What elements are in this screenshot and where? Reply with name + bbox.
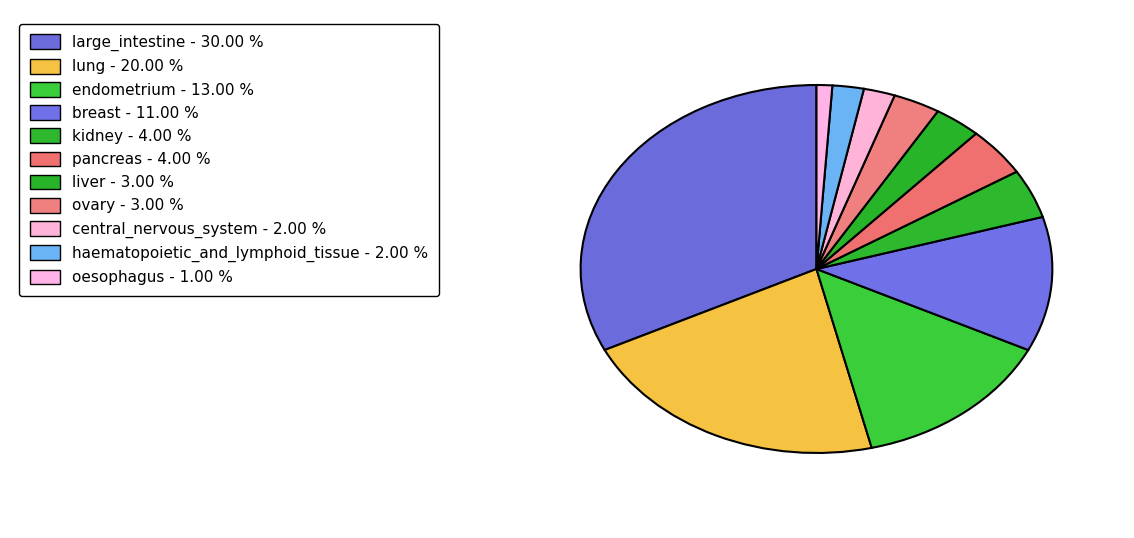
- Wedge shape: [816, 89, 895, 269]
- Wedge shape: [816, 95, 938, 269]
- Wedge shape: [816, 133, 1017, 269]
- Wedge shape: [581, 85, 816, 350]
- Wedge shape: [816, 269, 1029, 448]
- Wedge shape: [816, 172, 1042, 269]
- Legend: large_intestine - 30.00 %, lung - 20.00 %, endometrium - 13.00 %, breast - 11.00: large_intestine - 30.00 %, lung - 20.00 …: [19, 24, 439, 296]
- Wedge shape: [816, 111, 976, 269]
- Wedge shape: [604, 269, 872, 453]
- Wedge shape: [816, 86, 864, 269]
- Wedge shape: [816, 217, 1052, 350]
- Wedge shape: [816, 85, 832, 269]
